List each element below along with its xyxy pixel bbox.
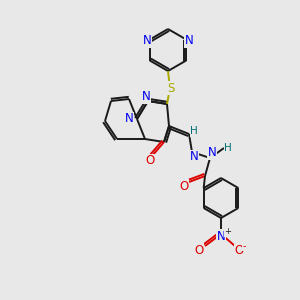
Text: N: N xyxy=(217,230,225,242)
Text: O: O xyxy=(194,244,204,256)
Text: S: S xyxy=(167,82,175,94)
Text: H: H xyxy=(224,143,232,153)
Text: O: O xyxy=(179,179,189,193)
Text: O: O xyxy=(234,244,244,256)
Text: N: N xyxy=(190,151,198,164)
Text: O: O xyxy=(146,154,154,167)
Text: +: + xyxy=(225,227,231,236)
Text: N: N xyxy=(142,34,151,47)
Text: H: H xyxy=(190,126,198,136)
Text: N: N xyxy=(124,112,134,125)
Text: N: N xyxy=(185,34,194,47)
Text: N: N xyxy=(208,146,216,160)
Text: N: N xyxy=(142,91,150,103)
Text: -: - xyxy=(242,241,246,251)
